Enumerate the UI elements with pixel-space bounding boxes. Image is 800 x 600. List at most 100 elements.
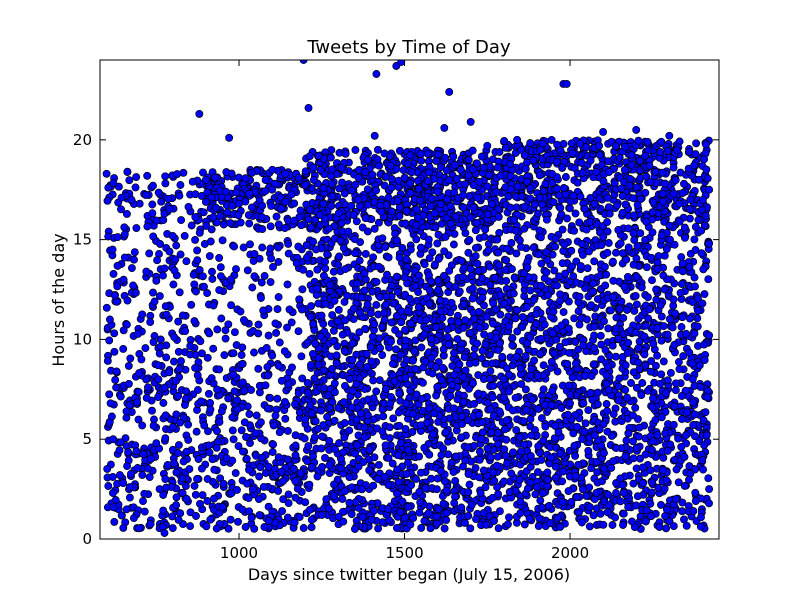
scatter-point — [459, 373, 468, 382]
scatter-point — [646, 499, 655, 508]
scatter-point — [116, 438, 125, 447]
scatter-point — [339, 517, 348, 526]
scatter-point — [507, 469, 516, 478]
scatter-point — [366, 309, 375, 318]
scatter-point — [635, 423, 644, 432]
scatter-point — [103, 356, 112, 365]
scatter-point — [512, 249, 521, 258]
scatter-point — [438, 314, 447, 322]
scatter-point — [467, 272, 476, 280]
scatter-point — [306, 312, 315, 321]
scatter-point — [401, 336, 410, 345]
scatter-point — [648, 403, 657, 412]
scatter-point — [362, 349, 371, 358]
scatter-point — [454, 318, 463, 327]
scatter-point — [442, 516, 451, 525]
scatter-point — [347, 186, 356, 195]
scatter-point — [172, 376, 180, 385]
scatter-point — [343, 291, 352, 300]
scatter-point — [542, 268, 551, 277]
scatter-point — [605, 501, 614, 510]
scatter-point — [284, 499, 293, 508]
scatter-point — [173, 170, 182, 179]
scatter-point — [113, 233, 122, 242]
scatter-point — [309, 163, 318, 172]
scatter-point — [542, 248, 551, 257]
scatter-point — [576, 262, 585, 271]
scatter-point — [481, 225, 490, 234]
scatter-point — [517, 242, 525, 251]
scatter-point — [508, 265, 516, 274]
scatter-point — [537, 414, 546, 423]
scatter-point — [674, 434, 683, 443]
scatter-point — [705, 499, 713, 508]
scatter-point — [492, 188, 501, 197]
scatter-point — [494, 524, 503, 533]
scatter-point — [551, 234, 560, 243]
scatter-point — [662, 524, 671, 533]
scatter-point — [466, 213, 475, 222]
scatter-point — [431, 260, 439, 269]
scatter-point — [319, 184, 328, 193]
scatter-point — [281, 414, 290, 423]
scatter-point — [141, 344, 150, 353]
scatter-point — [404, 458, 412, 467]
scatter-point — [277, 467, 286, 476]
scatter-point — [234, 442, 243, 451]
scatter-point — [702, 431, 711, 440]
scatter-point — [523, 263, 532, 272]
scatter-point — [493, 452, 502, 461]
scatter-point — [506, 160, 515, 169]
scatter-point — [340, 347, 349, 356]
scatter-point — [535, 171, 544, 180]
scatter-point — [266, 244, 275, 253]
scatter-point — [434, 285, 443, 294]
scatter-point — [124, 361, 133, 370]
scatter-point — [384, 481, 393, 490]
scatter-point — [431, 223, 440, 232]
scatter-point — [697, 513, 705, 522]
scatter-point — [190, 481, 199, 490]
scatter-point — [408, 428, 417, 436]
scatter-point — [207, 374, 216, 383]
scatter-point — [269, 262, 277, 271]
scatter-point — [470, 442, 478, 450]
scatter-point — [232, 188, 241, 197]
scatter-point — [494, 248, 503, 257]
scatter-point — [690, 410, 699, 419]
scatter-point — [105, 336, 114, 345]
scatter-point — [537, 455, 546, 464]
scatter-point — [219, 220, 228, 229]
scatter-point — [206, 398, 215, 407]
scatter-point — [110, 347, 119, 356]
scatter-point — [140, 489, 149, 498]
scatter-point — [358, 223, 367, 232]
scatter-point — [389, 414, 398, 423]
scatter-point — [283, 513, 292, 522]
scatter-point — [530, 200, 539, 209]
scatter-point — [480, 232, 489, 241]
scatter-point — [379, 412, 388, 421]
scatter-point — [450, 348, 458, 357]
scatter-point — [459, 272, 467, 281]
scatter-point — [329, 326, 338, 335]
scatter-point — [627, 379, 635, 387]
scatter-point — [293, 484, 302, 493]
scatter-point — [678, 507, 687, 516]
scatter-point — [489, 319, 497, 328]
scatter-point — [669, 420, 678, 429]
scatter-point — [475, 323, 484, 332]
scatter-point — [586, 156, 595, 165]
scatter-point — [308, 349, 317, 358]
scatter-point — [488, 359, 497, 368]
scatter-point — [485, 262, 494, 271]
scatter-point — [621, 452, 630, 461]
scatter-point — [234, 517, 242, 526]
scatter-point — [444, 450, 453, 459]
scatter-point — [258, 225, 267, 234]
scatter-point — [382, 172, 391, 181]
scatter-point — [565, 204, 574, 213]
scatter-point — [216, 212, 225, 221]
scatter-point — [267, 254, 276, 263]
scatter-point — [290, 518, 299, 527]
